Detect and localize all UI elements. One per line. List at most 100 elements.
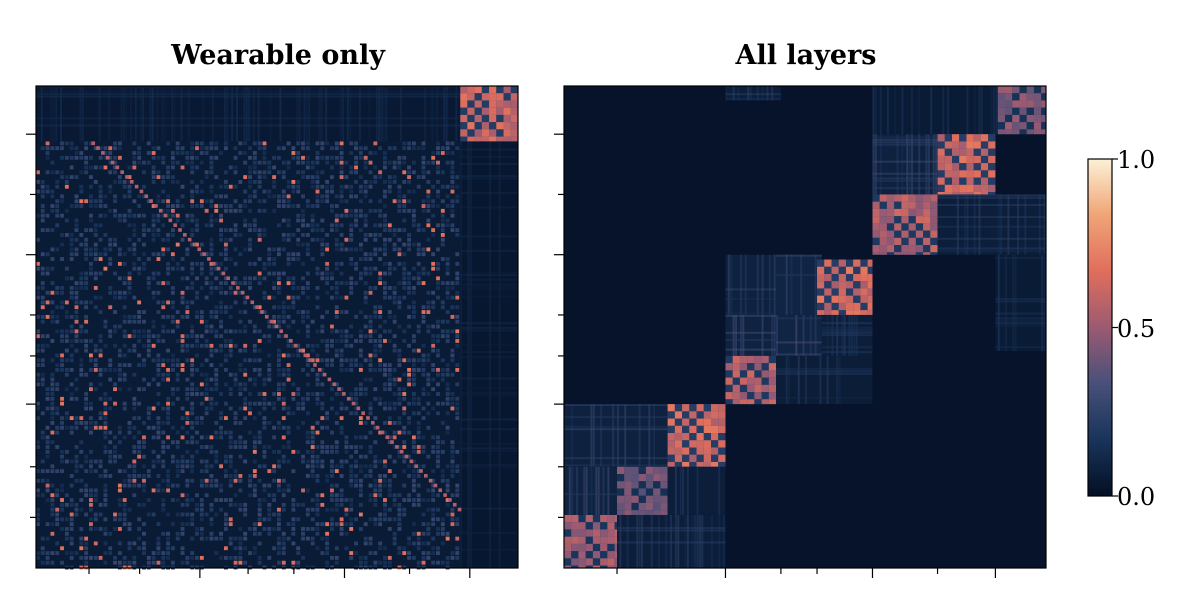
heatmap-cell [368, 271, 373, 276]
heatmap-cell [214, 204, 219, 208]
heatmap-cell [60, 420, 64, 425]
heatmap-cell [407, 377, 411, 382]
heatmap-cell [84, 141, 89, 146]
heatmap-cell [286, 411, 291, 416]
heatmap-cell [564, 529, 572, 537]
heatmap-cell [219, 237, 224, 242]
heatmap-cell [166, 483, 170, 488]
heatmap-cell [45, 469, 50, 474]
heatmap-cell [190, 387, 195, 392]
heatmap-cell [122, 560, 127, 565]
heatmap-cell [257, 372, 262, 377]
heatmap-cell [113, 343, 117, 348]
heatmap-cell [228, 387, 233, 392]
heatmap-cell [436, 382, 440, 387]
heatmap-cell [122, 377, 127, 382]
heatmap-cell [368, 329, 373, 334]
heatmap-cell [127, 165, 132, 170]
heatmap-cell [305, 329, 310, 334]
heatmap-diagonal-cell [255, 305, 259, 309]
heatmap-cell [638, 502, 646, 511]
heatmap-cell [170, 454, 175, 459]
heatmap-cell [113, 324, 117, 329]
heatmap-cell [36, 512, 40, 517]
heatmap-cell [872, 208, 880, 217]
heatmap-cell [460, 122, 468, 130]
heatmap-cell [585, 514, 593, 523]
heatmap-cell [151, 324, 156, 329]
heatmap-stripe [937, 216, 1046, 219]
heatmap-cell [74, 319, 79, 324]
heatmap-cell [243, 531, 248, 536]
heatmap-cell [997, 114, 1006, 123]
heatmap-cell [238, 546, 243, 551]
heatmap-cell [45, 170, 50, 175]
heatmap-cell [84, 252, 89, 257]
heatmap-stripe [773, 254, 776, 315]
heatmap-stripe [125, 86, 128, 142]
heatmap-stripe [498, 141, 501, 568]
heatmap-cell [358, 469, 363, 474]
heatmap-cell [277, 146, 281, 151]
heatmap-cell [45, 300, 50, 305]
heatmap-cell [392, 266, 397, 271]
heatmap-cell [354, 363, 358, 368]
heatmap-cell [1019, 86, 1027, 94]
heatmap-cell [383, 295, 387, 300]
heatmap-cell [170, 179, 175, 184]
heatmap-cell [445, 396, 450, 401]
heatmap-cell [315, 498, 320, 502]
heatmap-cell [199, 189, 204, 194]
heatmap-stripe [725, 348, 777, 351]
heatmap-cell [89, 141, 93, 146]
heatmap-cell [223, 290, 228, 295]
heatmap-cell [185, 151, 190, 155]
heatmap-cell [195, 223, 199, 228]
heatmap-cell [416, 560, 421, 565]
heatmap-stripe [460, 466, 518, 469]
heatmap-cell [79, 170, 84, 175]
heatmap-diagonal-cell [240, 290, 245, 295]
heatmap-cell [747, 384, 755, 393]
heatmap-cell [291, 155, 296, 160]
heatmap-stripe [872, 179, 938, 182]
heatmap-cell [185, 502, 190, 507]
heatmap-cell [421, 281, 426, 286]
heatmap-cell [373, 560, 378, 565]
heatmap-cell [252, 445, 257, 449]
heatmap-cell [257, 276, 262, 281]
heatmap-cell [431, 546, 436, 551]
heatmap-cell [886, 223, 895, 231]
heatmap-cell [142, 170, 146, 175]
heatmap-cell [108, 546, 113, 551]
heatmap-stripe [342, 86, 344, 142]
heatmap-cell [908, 208, 916, 217]
heatmap-cell [645, 502, 654, 511]
heatmap-cell [392, 502, 397, 507]
heatmap-diagonal-cell [115, 165, 120, 170]
heatmap-cell [959, 192, 967, 195]
heatmap-cell [436, 189, 440, 194]
heatmap-cell [79, 155, 84, 160]
heatmap-cell [325, 261, 330, 266]
heatmap-cell [40, 179, 45, 184]
heatmap-cell [363, 237, 368, 242]
heatmap-cell [339, 387, 344, 392]
heatmap-cell [262, 141, 267, 146]
heatmap-cell [199, 517, 204, 522]
heatmap-stripe [735, 314, 738, 356]
heatmap-diagonal-cell [129, 179, 134, 184]
heatmap-cell [392, 175, 397, 180]
heatmap-cell [564, 558, 572, 566]
heatmap-cell [354, 541, 358, 546]
heatmap-diagonal-cell [154, 204, 158, 208]
heatmap-cell [315, 199, 320, 204]
heatmap-cell [146, 425, 151, 430]
heatmap-cell [108, 151, 113, 155]
heatmap-cell [445, 334, 450, 339]
heatmap-cell [436, 560, 440, 565]
heatmap-cell [180, 469, 185, 474]
heatmap-cell [667, 404, 675, 412]
heatmap-cell [108, 261, 113, 266]
heatmap-stripe [187, 86, 190, 142]
